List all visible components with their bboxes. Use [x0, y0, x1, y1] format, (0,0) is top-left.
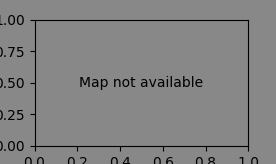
Text: Map not available: Map not available	[79, 76, 203, 90]
